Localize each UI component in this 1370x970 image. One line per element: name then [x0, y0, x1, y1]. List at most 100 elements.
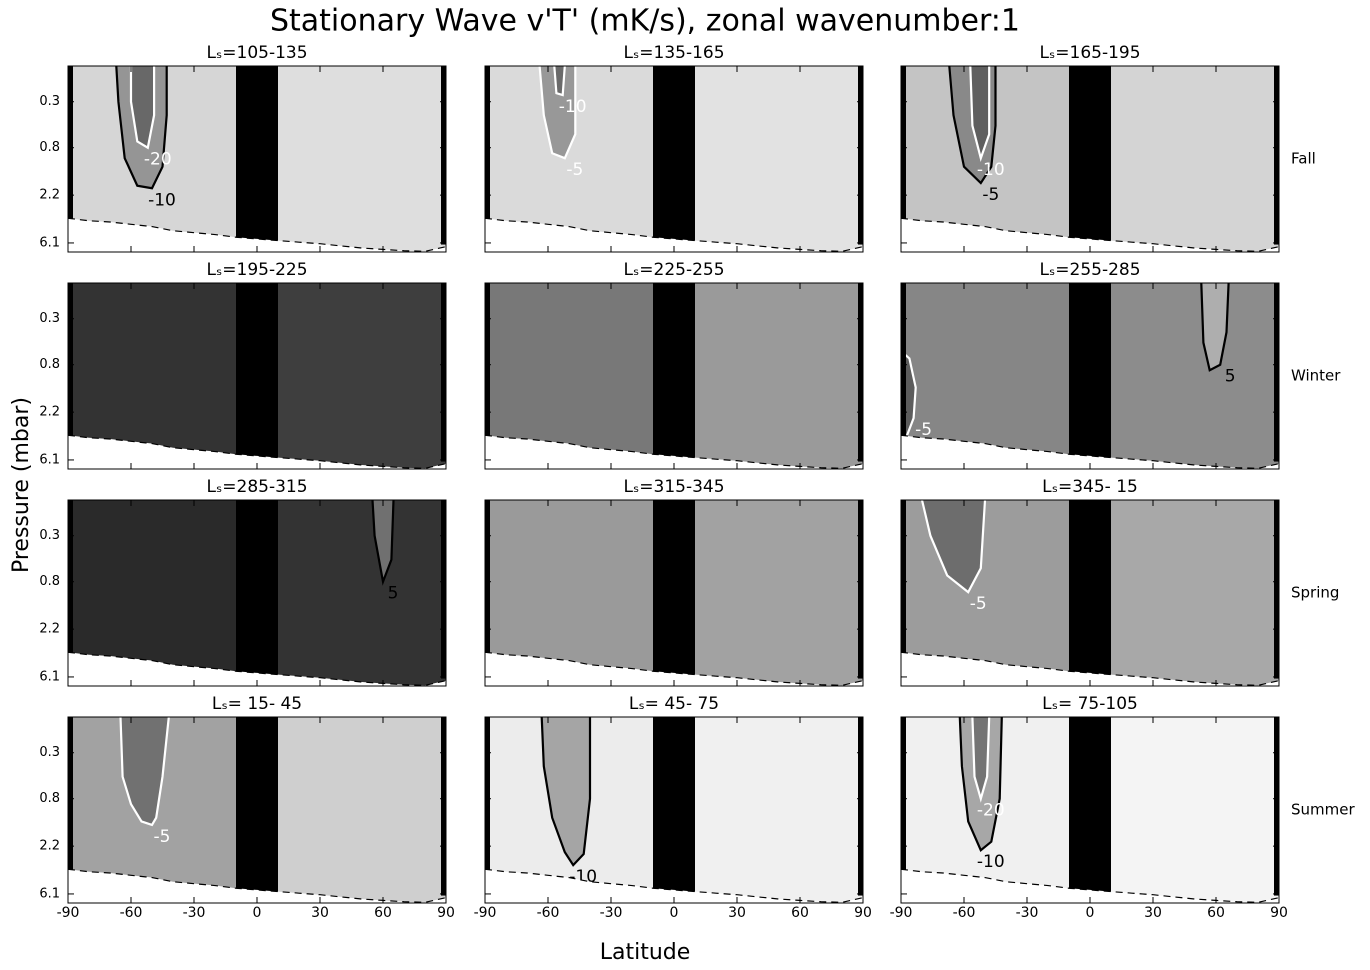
field	[695, 283, 863, 469]
x-tick-label: 30	[728, 905, 746, 921]
surface-fill	[485, 652, 863, 686]
mask-band	[236, 66, 278, 252]
panel-plot: -5-10	[901, 66, 1279, 252]
panel-plot	[485, 500, 863, 686]
panel-title: Lₛ= 15- 45	[212, 694, 302, 714]
y-tick-label: 2.2	[39, 405, 60, 420]
panel: Lₛ=225-255	[484, 260, 864, 470]
field	[278, 283, 446, 469]
x-tick-label: -30	[183, 905, 206, 921]
x-tick-label: 90	[854, 905, 872, 921]
y-tick-label: 6.1	[39, 669, 60, 684]
panel-title: Lₛ=285-315	[206, 477, 307, 497]
panel-title: Lₛ=225-255	[623, 260, 724, 280]
contour-label: -5	[982, 185, 999, 205]
panel: -10 -20 0.3 0.8 2.2 6.1 Lₛ=105-135	[39, 43, 447, 253]
contour-fill	[372, 500, 394, 582]
contour-line	[540, 717, 592, 867]
field	[1111, 717, 1279, 903]
edge-strip	[68, 500, 73, 653]
contour-label: -10	[977, 160, 1005, 180]
y-tick-label: 0.3	[39, 745, 60, 760]
edge-strip	[858, 283, 863, 462]
contour-label: -20	[144, 150, 172, 170]
x-tick-label: -60	[953, 905, 976, 921]
contour-line	[371, 500, 395, 586]
y-tick-label: 0.8	[39, 140, 60, 155]
surface-fill	[901, 869, 1279, 903]
field	[1111, 283, 1279, 469]
contour-label: -10	[148, 190, 176, 210]
panel: -5 Lₛ=345- 15 Spring	[900, 477, 1339, 687]
y-tick-label: 0.3	[39, 94, 60, 109]
panel-plot: -10 -20	[901, 717, 1279, 903]
panel: -5 -90 -60 -30 0 30 60 90 0.3 0.8 2.2 6.1 Lₛ= 15- 45	[39, 694, 455, 921]
panel-title: Lₛ=165-195	[1039, 43, 1140, 63]
mask-band	[1069, 717, 1111, 903]
mask-band	[1069, 283, 1111, 469]
edge-strip	[858, 66, 863, 245]
contour-line	[119, 717, 170, 827]
edge-strip	[485, 500, 490, 653]
panel-title: Lₛ= 45- 75	[629, 694, 719, 714]
panel-title: Lₛ=195-225	[206, 260, 307, 280]
surface-fill	[901, 218, 1279, 252]
mask-band	[236, 717, 278, 903]
edge-strip	[441, 500, 446, 679]
y-tick-label: 2.2	[39, 839, 60, 854]
x-tick-label: -30	[600, 905, 623, 921]
edge-strip	[441, 283, 446, 462]
x-tick-label: -60	[120, 905, 143, 921]
x-tick-label: 60	[1207, 905, 1225, 921]
field	[1111, 500, 1279, 686]
contour-fill	[120, 717, 169, 825]
surface-fill	[901, 652, 1279, 686]
panel-title: Lₛ=315-345	[623, 477, 724, 497]
panel-title: Lₛ=135-165	[623, 43, 724, 63]
row-label: Spring	[1291, 584, 1339, 602]
edge-strip	[68, 66, 73, 219]
panel: -10 -90 -60 -30 0 30 60 90 Lₛ= 45- 75	[474, 694, 872, 921]
surface-fill	[485, 869, 863, 903]
contour-line	[1200, 283, 1230, 372]
contour-line	[553, 66, 566, 97]
y-tick-label: 0.8	[39, 791, 60, 806]
edge-strip	[485, 66, 490, 219]
row-label: Summer	[1291, 801, 1355, 819]
contour-label: -5	[566, 160, 583, 180]
edge-strip	[1274, 717, 1279, 896]
edge-strip	[1274, 500, 1279, 679]
x-tick-label: 90	[437, 905, 455, 921]
mask-band	[653, 500, 695, 686]
figure-title: Stationary Wave v'T' (mK/s), zonal waven…	[270, 4, 1020, 39]
panel-plot: -10	[485, 717, 863, 903]
x-tick-label: 0	[670, 905, 679, 921]
surface-fill	[68, 869, 446, 903]
mask-band	[1069, 500, 1111, 686]
mask-band	[653, 66, 695, 252]
y-tick-label: 0.3	[39, 528, 60, 543]
edge-strip	[441, 717, 446, 896]
contour-label: -20	[977, 801, 1005, 821]
contour-fill	[972, 717, 990, 799]
contour-label: 5	[1225, 367, 1236, 387]
x-tick-label: 0	[253, 905, 262, 921]
y-tick-label: 6.1	[39, 235, 60, 250]
x-tick-label: 60	[791, 905, 809, 921]
panel: 5 -5 Lₛ=255-285 Winter	[900, 260, 1341, 470]
x-tick-label: 90	[1270, 905, 1288, 921]
field	[278, 66, 446, 252]
field	[695, 717, 863, 903]
x-tick-label: 0	[1086, 905, 1095, 921]
panel-title: Lₛ=105-135	[206, 43, 307, 63]
x-tick-label: 30	[311, 905, 329, 921]
contour-label: 5	[388, 584, 399, 604]
contour-fill	[922, 500, 985, 593]
edge-strip	[441, 66, 446, 245]
panel-plot	[485, 283, 863, 469]
y-axis-label: Pressure (mbar)	[9, 397, 34, 573]
x-tick-label: 60	[374, 905, 392, 921]
y-tick-label: 6.1	[39, 452, 60, 467]
